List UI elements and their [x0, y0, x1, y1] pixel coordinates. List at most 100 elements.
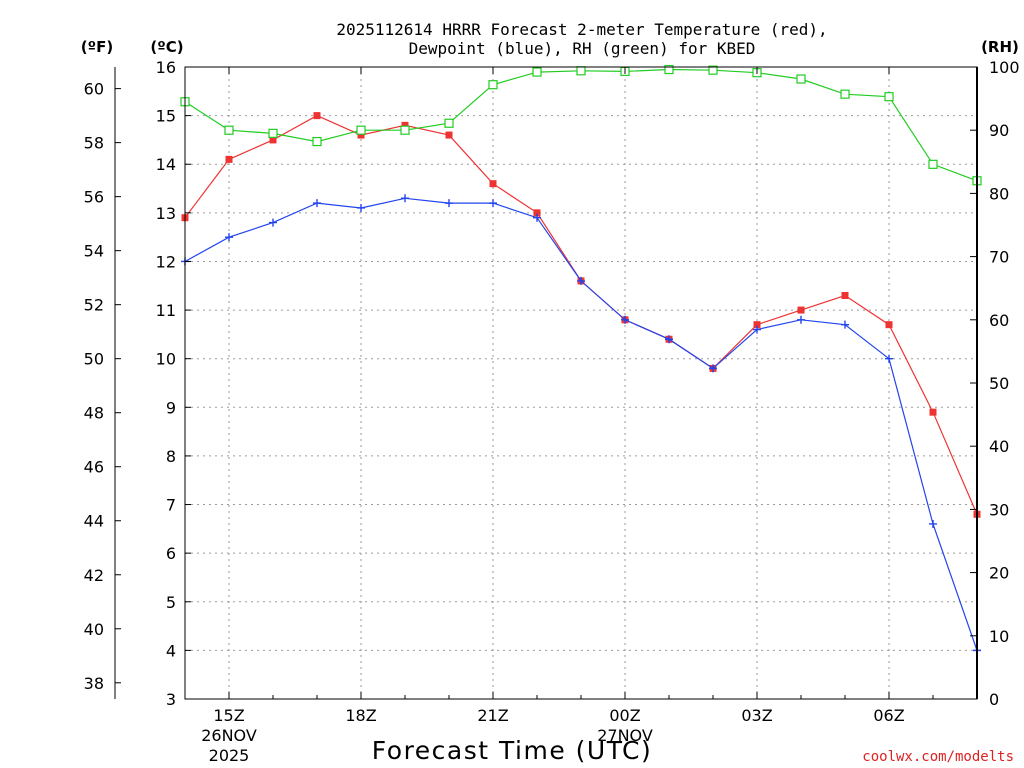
rh-point	[796, 74, 806, 84]
celsius-tick-label: 5	[166, 593, 176, 612]
gridlines	[185, 67, 977, 699]
rh-point	[400, 125, 410, 135]
celsius-tick-label: 3	[166, 690, 176, 709]
rh-tick-label: 30	[989, 500, 1009, 519]
rh-tick-label: 0	[989, 690, 999, 709]
rh-point	[576, 66, 586, 76]
plot-frame	[184, 66, 978, 700]
fahrenheit-tick-label: 54	[84, 242, 104, 261]
rh-tick-label: 20	[989, 564, 1009, 583]
fahrenheit-tick-label: 44	[84, 512, 104, 531]
celsius-tick-label: 7	[166, 496, 176, 515]
fahrenheit-unit-label: (ºF)	[81, 38, 113, 56]
rh-point	[444, 118, 454, 128]
dewpoint-point	[665, 335, 673, 344]
dewpoint-point	[709, 364, 717, 373]
dewpoint-point	[401, 194, 409, 203]
fahrenheit-tick-label: 56	[84, 188, 104, 207]
celsius-unit-label: (ºC)	[150, 38, 183, 56]
rh-point	[928, 159, 938, 169]
x-date-label: 27NOV	[597, 726, 653, 745]
rh-point	[840, 89, 850, 99]
temperature-series-line	[184, 114, 978, 515]
dewpoint-point	[797, 315, 805, 324]
x-tick-label: 18Z	[345, 706, 376, 725]
dewpoint-point	[445, 199, 453, 208]
temperature-point	[841, 291, 849, 299]
rh-tick-label: 40	[989, 437, 1009, 456]
rh-tick-label: 90	[989, 121, 1009, 140]
celsius-tick-label: 12	[156, 252, 176, 271]
dewpoint-point	[621, 315, 629, 324]
x-tick-label: 21Z	[477, 706, 508, 725]
temperature-point	[313, 112, 321, 120]
celsius-tick-label: 13	[156, 204, 176, 223]
dewpoint-series-line	[184, 197, 978, 651]
rh-tick-label: 70	[989, 248, 1009, 267]
dewpoint-point	[313, 199, 321, 208]
x-axis-title: Forecast Time (UTC)	[372, 736, 652, 765]
fahrenheit-tick-label: 38	[84, 674, 104, 693]
fahrenheit-tick-label: 42	[84, 566, 104, 585]
dewpoint-point	[577, 276, 585, 285]
rh-tick-label: 10	[989, 627, 1009, 646]
fahrenheit-tick-label: 50	[84, 350, 104, 369]
dewpoint-point	[269, 218, 277, 227]
temperature-point	[753, 321, 761, 329]
celsius-tick-label: 15	[156, 107, 176, 126]
celsius-tick-label: 14	[156, 155, 176, 174]
celsius-tick-label: 6	[166, 544, 176, 563]
x-tick-label: 15Z	[213, 706, 244, 725]
celsius-tick-label: 9	[166, 398, 176, 417]
rh-tick-label: 100	[989, 58, 1020, 77]
rh-point	[884, 92, 894, 102]
x-tick-label: 06Z	[873, 706, 904, 725]
rh-tick-label: 80	[989, 184, 1009, 203]
dewpoint-point	[489, 199, 497, 208]
temperature-point	[929, 408, 937, 416]
watermark: coolwx.com/modelts	[862, 749, 1014, 765]
rh-point	[664, 64, 674, 75]
temperature-point	[885, 321, 893, 329]
fahrenheit-tick-label: 40	[84, 620, 104, 639]
rh-point	[312, 136, 322, 147]
x-tick-label: 03Z	[741, 706, 772, 725]
dewpoint-point	[929, 519, 937, 528]
x-tick-label: 00Z	[609, 706, 640, 725]
temperature-point	[533, 209, 541, 217]
temperature-point	[445, 131, 453, 139]
axes-frame	[114, 66, 978, 700]
dewpoint-point	[225, 233, 233, 242]
celsius-tick-label: 10	[156, 350, 176, 369]
temperature-point	[357, 131, 365, 139]
dewpoint-point	[885, 354, 893, 363]
rh-point	[356, 125, 366, 135]
fahrenheit-tick-label: 52	[84, 296, 104, 315]
x-year-label: 2025	[209, 746, 250, 765]
celsius-tick-label: 4	[166, 641, 176, 660]
celsius-tick-label: 8	[166, 447, 176, 466]
fahrenheit-tick-label: 46	[84, 458, 104, 477]
dewpoint-point	[533, 213, 541, 222]
rh-tick-label: 60	[989, 311, 1009, 330]
series-layer	[180, 64, 982, 655]
fahrenheit-tick-label: 58	[84, 134, 104, 153]
fahrenheit-tick-label: 48	[84, 404, 104, 423]
fahrenheit-tick-label: 60	[84, 80, 104, 99]
temperature-point	[225, 155, 233, 163]
rh-unit-label: (RH)	[981, 38, 1019, 56]
temperature-point	[269, 136, 277, 144]
rh-point	[268, 128, 278, 138]
x-date-label: 26NOV	[201, 726, 257, 745]
celsius-tick-label: 16	[156, 58, 176, 77]
dewpoint-point	[841, 320, 849, 329]
rh-tick-label: 50	[989, 374, 1009, 393]
temperature-point	[797, 306, 805, 314]
rh-point	[708, 65, 718, 75]
celsius-tick-label: 11	[156, 301, 176, 320]
rh-point	[488, 80, 498, 90]
dewpoint-point	[357, 203, 365, 212]
dewpoint-point	[753, 325, 761, 334]
